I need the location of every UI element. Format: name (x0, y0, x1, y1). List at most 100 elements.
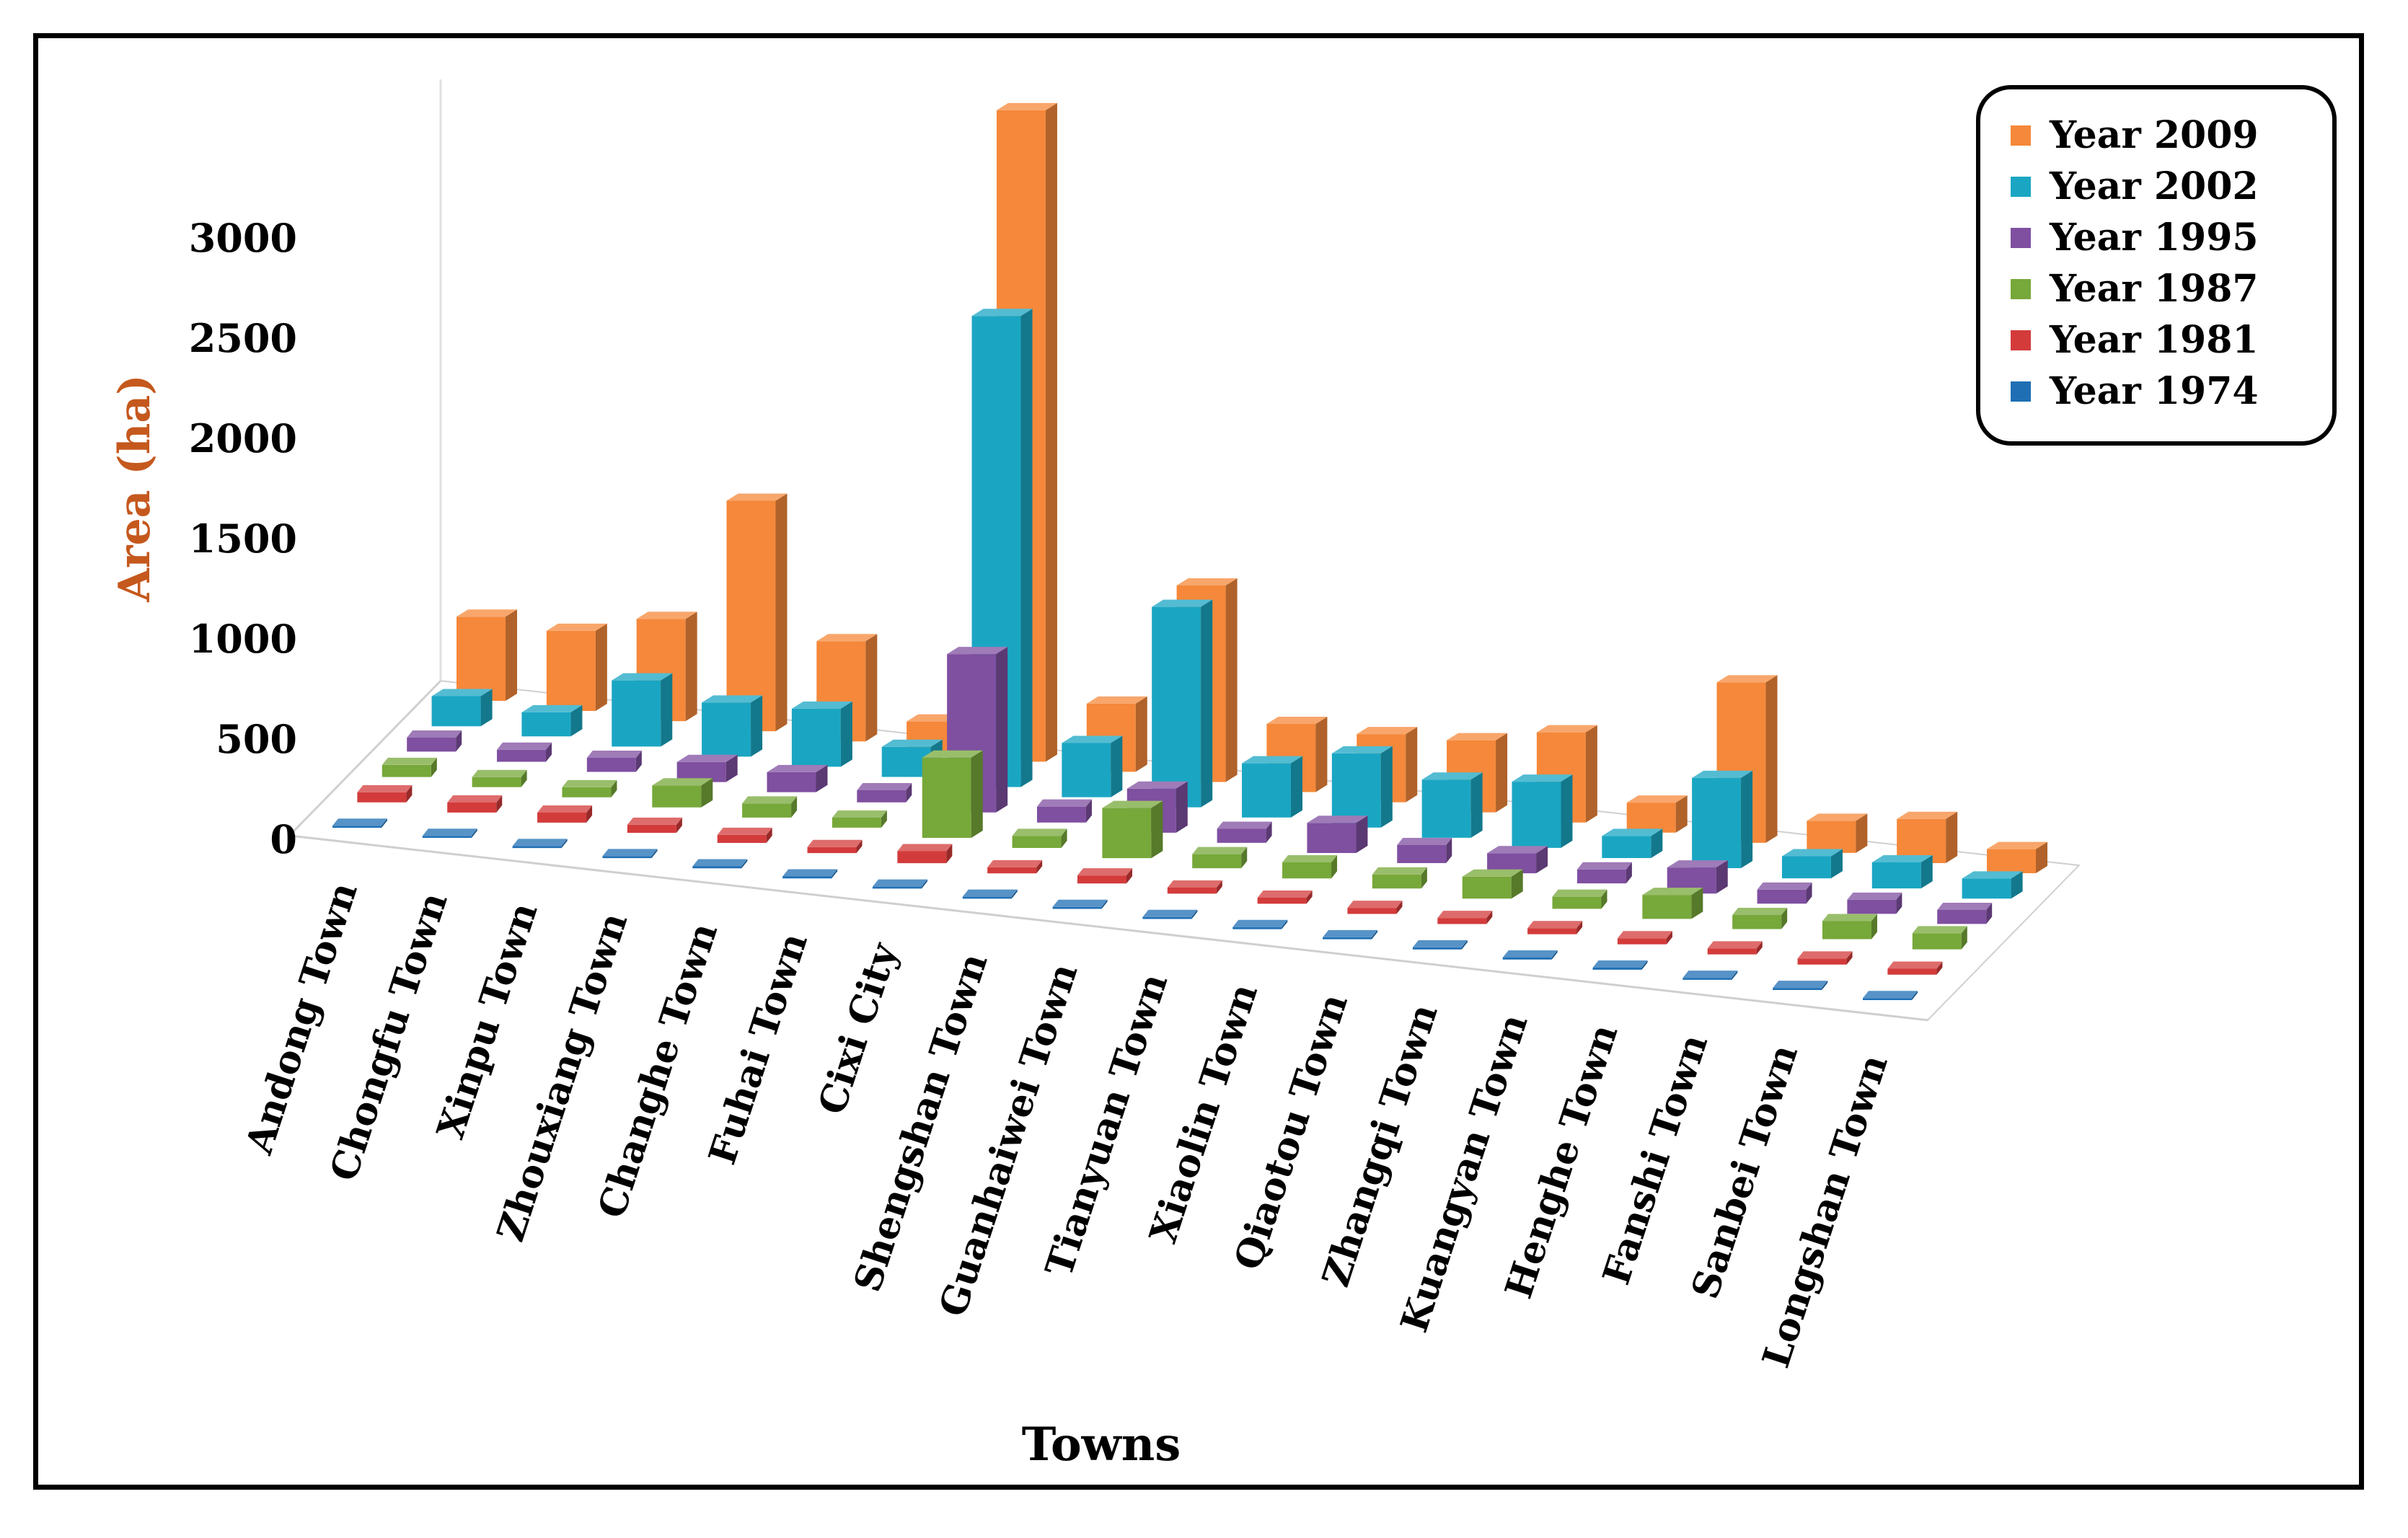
bar-year-2002-changhe-town (791, 701, 852, 767)
bar-year-2009-xinpu-town (636, 611, 697, 722)
x-tick-label: Cixi City (810, 937, 907, 1120)
y-tick-label: 1000 (189, 616, 297, 662)
y-tick-label: 500 (216, 716, 297, 762)
bar-year-1974-shengshan-town (962, 889, 1018, 899)
y-axis-title: Area (ha) (110, 374, 160, 602)
bar-year-1995-chongfu-town (497, 742, 552, 762)
legend-swatch (2011, 381, 2031, 402)
bar-year-2002-shengshan-town (1062, 735, 1123, 797)
bar-year-1974-chongfu-town (422, 828, 477, 839)
bar-year-1981-guanhaiwei-town (1077, 868, 1132, 884)
legend-label: Year 1995 (2050, 216, 2259, 260)
legend-label: Year 1987 (2050, 267, 2259, 311)
floor-front-edge (289, 834, 1928, 1022)
legend-swatch (2011, 330, 2031, 350)
legend-item: Year 2002 (2011, 161, 2332, 212)
bar-year-1981-xinpu-town (537, 805, 593, 823)
bar-year-1987-fanshi-town (1732, 908, 1788, 929)
bar-year-1974-kuangyan-town (1502, 950, 1558, 960)
bar-year-1981-longshan-town (1887, 961, 1943, 975)
bar-year-1995-longshan-town (1937, 902, 1993, 924)
bar-year-2002-henghe-town (1692, 770, 1753, 869)
bar-year-1987-zhangqi-town (1462, 869, 1523, 899)
bar-year-1974-sanbei-town (1773, 981, 1828, 990)
bar-year-2009-kuangyan-town (1626, 795, 1688, 833)
legend-item: Year 1995 (2011, 212, 2332, 263)
bar-year-1987-chongfu-town (472, 769, 527, 787)
bar-year-1987-kuangyan-town (1552, 889, 1607, 909)
bar-year-1974-cixi-city (872, 879, 927, 889)
bar-year-1981-xiaolin-town (1257, 890, 1313, 904)
legend-label: Year 1974 (2050, 369, 2259, 413)
legend-item: Year 2009 (2011, 110, 2332, 161)
bar-year-1981-fuhai-town (807, 839, 863, 854)
x-tick-label: Fuhai Town (700, 928, 816, 1170)
bar-year-1995-xinpu-town (586, 751, 642, 772)
bar-year-2002-fanshi-town (1781, 849, 1843, 879)
bar-year-1987-xinpu-town (562, 779, 617, 797)
bar-year-1981-zhouxiang-town (627, 817, 682, 833)
legend-label: Year 2002 (2050, 164, 2259, 208)
bar-year-1987-shengshan-town (1012, 828, 1067, 849)
legend-swatch (2011, 278, 2031, 299)
bar-year-1974-fanshi-town (1682, 971, 1738, 980)
legend-item: Year 1974 (2011, 366, 2332, 417)
bar-year-1981-changhe-town (717, 827, 772, 844)
bar-year-1974-guanhaiwei-town (1052, 899, 1108, 909)
bar-year-1987-tianyuan-town (1192, 847, 1248, 869)
x-axis-title: Towns (1022, 1418, 1181, 1472)
x-tick-label: Xinpu Town (428, 897, 546, 1144)
bar-year-2009-chongfu-town (546, 623, 607, 712)
bar-year-1981-chongfu-town (447, 795, 503, 813)
bar-year-1987-zhouxiang-town (652, 778, 713, 808)
y-tick-label: 2500 (189, 315, 297, 361)
bar-year-1981-fanshi-town (1707, 941, 1763, 955)
bar-year-1995-shengshan-town (1036, 799, 1092, 823)
bar-year-1995-andong-town (407, 730, 462, 752)
bar-year-1987-sanbei-town (1822, 914, 1877, 940)
bar-year-1981-qiaotou-town (1347, 901, 1403, 914)
bar-year-1981-cixi-city (897, 844, 953, 864)
bar-year-2002-qiaotou-town (1421, 772, 1483, 838)
bar-year-1995-zhangqi-town (1487, 846, 1548, 874)
bar-year-1974-henghe-town (1592, 960, 1648, 970)
bar-year-1987-andong-town (382, 757, 437, 777)
y-axis: 0 500 1000 1500 2000 2500 3000 (189, 79, 442, 862)
floor-side-edge (288, 680, 442, 836)
bar-year-1974-andong-town (332, 818, 387, 828)
bar-year-2009-andong-town (457, 609, 517, 701)
bar-year-1995-zhouxiang-town (676, 754, 738, 782)
bar-year-1995-fuhai-town (857, 783, 912, 803)
bar-year-2002-longshan-town (1962, 871, 2023, 899)
y-tick-label: 2000 (189, 415, 297, 461)
bar-year-1995-tianyuan-town (1217, 821, 1272, 843)
bar-year-2002-kuangyan-town (1602, 828, 1663, 858)
bar-year-2002-xinpu-town (612, 673, 673, 747)
bar-year-1987-cixi-city (922, 750, 983, 838)
bar-year-2002-zhangqi-town (1512, 774, 1573, 848)
chart-frame: 0 500 1000 1500 2000 2500 3000 Andong Town Chon… (33, 33, 2364, 1490)
bar-year-1987-longshan-town (1912, 926, 1967, 950)
bar-year-1995-kuangyan-town (1576, 862, 1632, 884)
bar-year-1981-andong-town (357, 785, 413, 803)
bar-year-1987-changhe-town (742, 796, 798, 818)
bar-year-2002-sanbei-town (1871, 855, 1933, 889)
bar-year-1995-henghe-town (1667, 860, 1728, 894)
y-tick-label: 0 (270, 816, 297, 862)
bar-year-2002-chongfu-town (521, 704, 583, 737)
bar-year-1995-fanshi-town (1757, 882, 1812, 904)
y-tick-label: 3000 (189, 215, 297, 261)
bar-year-1987-xiaolin-town (1282, 854, 1338, 879)
legend-label: Year 2009 (2050, 113, 2259, 157)
bar-year-1974-zhouxiang-town (602, 849, 658, 859)
bar-year-1974-changhe-town (692, 859, 748, 869)
bar-year-1981-tianyuan-town (1167, 880, 1222, 894)
bar-year-1995-xiaolin-town (1307, 816, 1368, 853)
bar-year-1995-qiaotou-town (1397, 838, 1452, 864)
bar-year-1987-qiaotou-town (1372, 867, 1427, 889)
y-tick-label: 1500 (189, 516, 297, 562)
bar-year-1974-qiaotou-town (1323, 929, 1378, 940)
bar-year-2009-fanshi-town (1807, 813, 1868, 853)
bar-year-2002-xiaolin-town (1331, 746, 1393, 828)
